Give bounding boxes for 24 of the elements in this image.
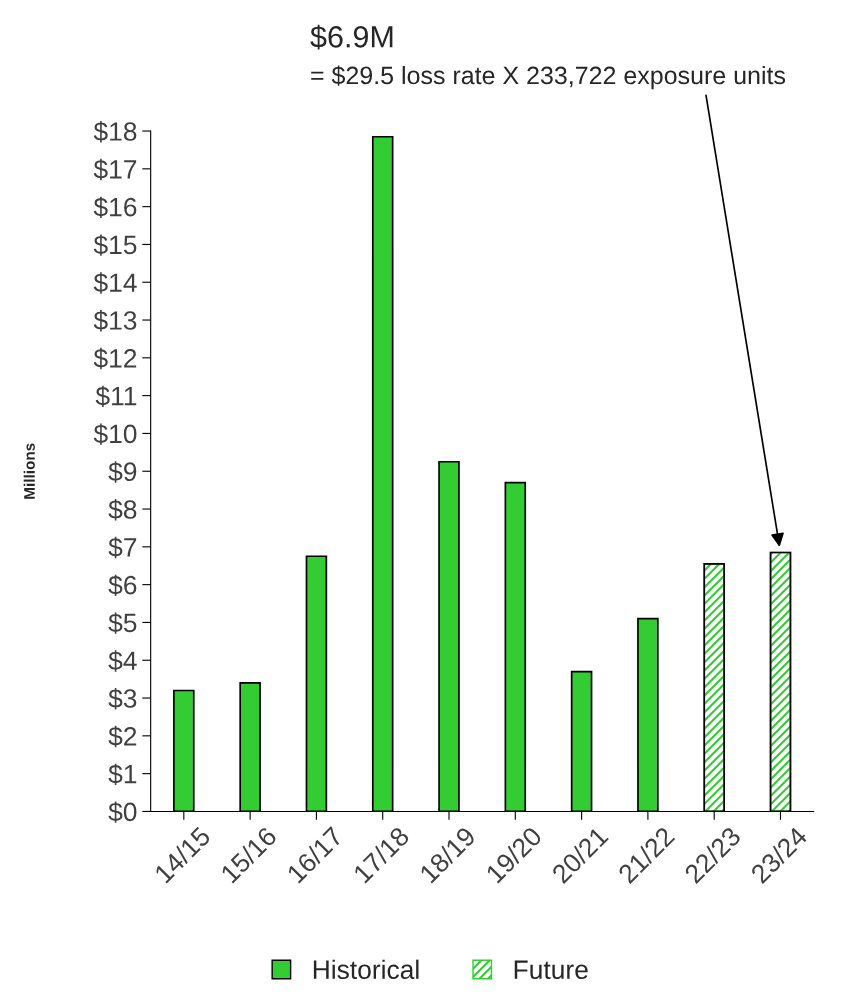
y-axis-title: Millions	[23, 443, 35, 499]
y-tick-label: $15	[93, 234, 137, 256]
y-tick-label: $4	[108, 650, 137, 672]
y-tick-label: $3	[108, 688, 137, 710]
y-tick-label: $16	[93, 196, 137, 219]
y-tick-label: $8	[108, 499, 137, 521]
legend-label: Future	[514, 960, 588, 980]
legend-label: Historical	[313, 959, 419, 980]
y-tick-label: $2	[108, 725, 137, 748]
y-tick-label: $17	[93, 158, 137, 181]
y-tick-label: $12	[93, 347, 137, 370]
y-tick-label: $6	[108, 574, 137, 597]
y-tick-label: $18	[93, 121, 137, 143]
y-tick-label: $1	[108, 763, 137, 786]
y-tick-label: $11	[95, 385, 137, 408]
y-tick-label: $13	[93, 310, 137, 332]
annotation: = $29.5 loss rate X 233,722 exposure units	[311, 65, 786, 90]
y-tick-label: $14	[93, 272, 137, 294]
y-tick-label: $7	[108, 536, 137, 559]
y-tick-label: $10	[93, 423, 137, 445]
text: $6.9M	[310, 24, 393, 50]
y-tick-label: $9	[108, 461, 137, 483]
y-tick-label: $5	[108, 612, 137, 634]
y-tick-label: $0	[108, 801, 137, 823]
